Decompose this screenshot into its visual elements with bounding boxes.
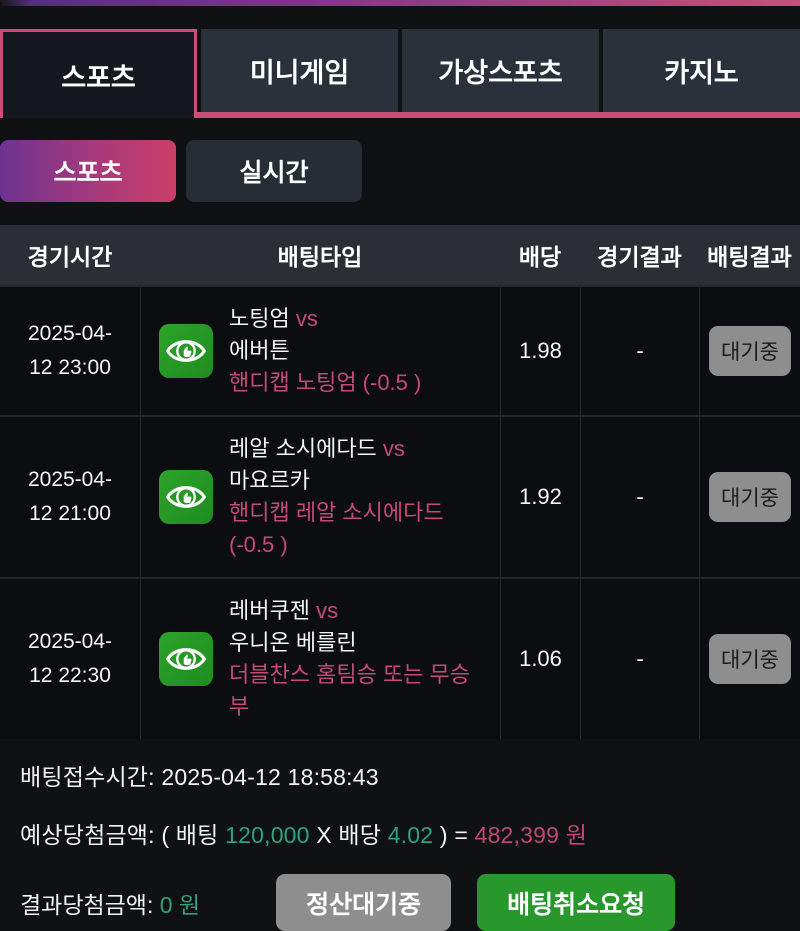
receipt-time-label: 배팅접수시간: xyxy=(20,764,155,790)
away-team: 에버튼 xyxy=(229,338,290,363)
vs-label: vs xyxy=(295,306,318,331)
status-badge: 대기중 xyxy=(709,472,791,522)
col-header-bet-result: 배팅결과 xyxy=(707,244,792,270)
expected-amount-value: 482,399 원 xyxy=(474,822,588,848)
tab-casino[interactable]: 카지노 xyxy=(603,29,800,112)
tab-minigame[interactable]: 미니게임 xyxy=(201,29,398,112)
col-header-odds: 배당 xyxy=(518,244,562,270)
eye-icon[interactable] xyxy=(159,324,213,378)
tabbar-underline xyxy=(197,112,800,118)
bet-type-cell: 노팅엄 vs 에버튼 핸디캡 노팅엄 (-0.5 ) xyxy=(140,287,500,415)
subtab-sports[interactable]: 스포츠 xyxy=(0,140,176,202)
total-odds-value: 4.02 xyxy=(387,822,434,848)
top-gradient-strip xyxy=(0,0,800,6)
subtab-live[interactable]: 실시간 xyxy=(186,140,362,202)
bet-history-table: 경기시간 배팅타입 배당 경기결과 배팅결과 2025-04-12 23:00 … xyxy=(0,225,800,739)
match-result-value: - xyxy=(580,579,699,739)
match-time: 2025-04-12 21:00 xyxy=(27,468,113,525)
table-row: 2025-04-12 22:30 레버쿠젠 vs 우니온 베를린 더블찬스 홈팀… xyxy=(0,577,800,739)
bet-cancel-request-button[interactable]: 배팅취소요청 xyxy=(477,874,676,931)
main-tabbar: 스포츠 미니게임 가상스포츠 카지노 xyxy=(0,29,800,118)
settlement-pending-button[interactable]: 정산대기중 xyxy=(276,874,452,931)
match-time: 2025-04-12 23:00 xyxy=(27,322,113,379)
match-time: 2025-04-12 22:30 xyxy=(27,630,113,687)
odds-value: 1.92 xyxy=(500,417,580,577)
result-amount-label: 결과당첨금액: xyxy=(20,891,154,918)
vs-label: vs xyxy=(316,598,339,623)
home-team: 레알 소시에다드 xyxy=(229,436,377,461)
eye-icon[interactable] xyxy=(159,470,213,524)
expected-amount-label: 예상당첨금액: xyxy=(20,822,155,848)
col-header-match-result: 경기결과 xyxy=(597,244,682,270)
multiply-label: X 배당 xyxy=(316,822,382,848)
vs-label: vs xyxy=(382,436,405,461)
table-header-row: 경기시간 배팅타입 배당 경기결과 배팅결과 xyxy=(0,225,800,285)
col-header-bet-type: 배팅타입 xyxy=(277,244,363,270)
bet-result-cell: 대기중 xyxy=(699,417,800,577)
bet-type-cell: 레버쿠젠 vs 우니온 베를린 더블찬스 홈팀승 또는 무승부 xyxy=(140,579,500,739)
paren-open: ( 배팅 xyxy=(161,822,219,848)
bet-description: 더블찬스 홈팀승 또는 무승부 xyxy=(229,662,470,719)
result-amount-value: 0 원 xyxy=(159,891,201,918)
match-result-value: - xyxy=(580,287,699,415)
bet-summary: 배팅접수시간: 2025-04-12 18:58:43 예상당첨금액: ( 배팅… xyxy=(20,758,780,931)
bet-type-cell: 레알 소시에다드 vs 마요르카 핸디캡 레알 소시에다드 (-0.5 ) xyxy=(140,417,500,577)
away-team: 우니온 베를린 xyxy=(229,630,357,655)
odds-value: 1.06 xyxy=(500,579,580,739)
bet-amount-value: 120,000 xyxy=(225,822,310,848)
status-badge: 대기중 xyxy=(709,326,791,376)
col-header-match-time: 경기시간 xyxy=(27,244,113,270)
away-team: 마요르카 xyxy=(229,468,310,493)
table-row: 2025-04-12 23:00 노팅엄 vs 에버튼 핸디캡 노팅엄 (-0.… xyxy=(0,285,800,415)
eye-icon[interactable] xyxy=(159,632,213,686)
table-row: 2025-04-12 21:00 레알 소시에다드 vs 마요르카 핸디캡 레알… xyxy=(0,415,800,577)
bet-description: 핸디캡 노팅엄 (-0.5 ) xyxy=(229,370,422,395)
status-badge: 대기중 xyxy=(709,634,791,684)
bet-result-cell: 대기중 xyxy=(699,287,800,415)
paren-close: ) = xyxy=(439,822,468,848)
home-team: 노팅엄 xyxy=(229,306,290,331)
receipt-time-value: 2025-04-12 18:58:43 xyxy=(161,764,379,790)
result-amount-line: 결과당첨금액: 0 원 정산대기중 배팅취소요청 xyxy=(20,874,780,931)
receipt-time-line: 배팅접수시간: 2025-04-12 18:58:43 xyxy=(20,758,780,792)
bet-result-cell: 대기중 xyxy=(699,579,800,739)
sub-tabbar: 스포츠 실시간 xyxy=(0,140,362,202)
tab-virtual-sports[interactable]: 가상스포츠 xyxy=(402,29,599,112)
home-team: 레버쿠젠 xyxy=(229,598,310,623)
tab-sports[interactable]: 스포츠 xyxy=(0,29,197,118)
match-result-value: - xyxy=(580,417,699,577)
expected-amount-line: 예상당첨금액: ( 배팅 120,000 X 배당 4.02 ) = 482,3… xyxy=(20,816,780,850)
odds-value: 1.98 xyxy=(500,287,580,415)
bet-description: 핸디캡 레알 소시에다드 (-0.5 ) xyxy=(229,500,444,557)
